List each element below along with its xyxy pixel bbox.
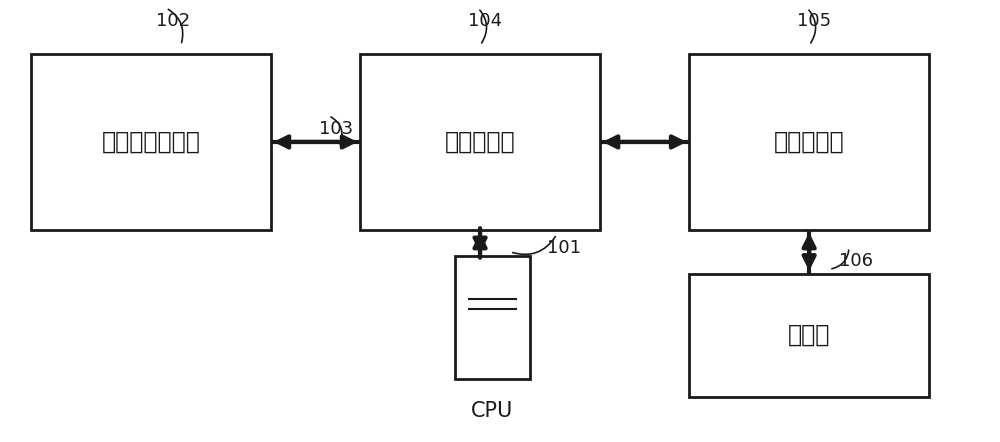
Text: 硬件视频解码器: 硬件视频解码器 <box>102 130 200 154</box>
Text: 106: 106 <box>839 252 873 270</box>
Text: CPU: CPU <box>471 401 514 421</box>
Bar <box>455 256 530 379</box>
Text: 102: 102 <box>156 12 190 30</box>
Text: 存储控制器: 存储控制器 <box>774 130 844 154</box>
Text: 104: 104 <box>468 12 502 30</box>
Text: 存储器: 存储器 <box>788 323 830 347</box>
Bar <box>689 54 929 230</box>
Text: 103: 103 <box>319 120 353 138</box>
Bar <box>31 54 271 230</box>
Text: 101: 101 <box>547 239 581 256</box>
Text: 总线控制器: 总线控制器 <box>445 130 515 154</box>
Bar <box>689 274 929 396</box>
Text: 105: 105 <box>797 12 831 30</box>
Bar <box>360 54 600 230</box>
